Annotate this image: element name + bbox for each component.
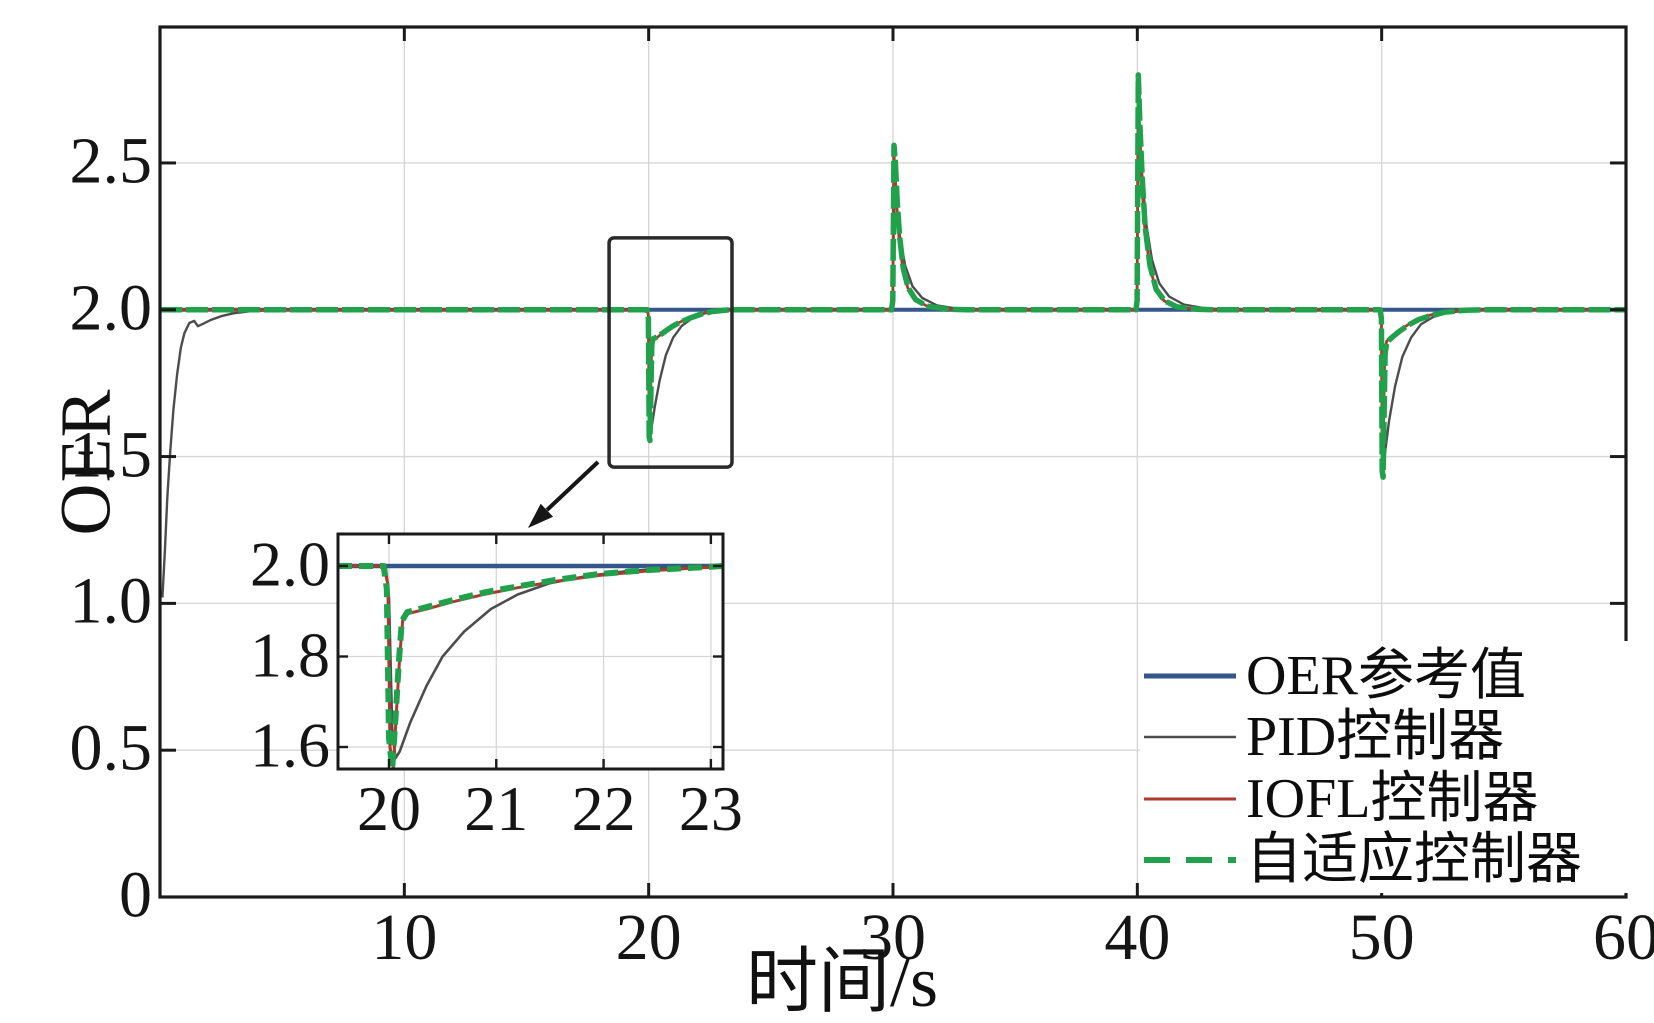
main-ytick-label-1.5: 1.5	[69, 418, 153, 492]
zoom-arrow-head-icon	[528, 503, 554, 528]
main-ytick-label-0.5: 0.5	[69, 711, 153, 785]
inset-series-group	[338, 563, 723, 769]
main-xtick-label-40: 40	[1104, 901, 1171, 974]
legend-label-oer-reference: OER参考值	[1246, 645, 1526, 707]
legend-swatch-oer-reference-line-icon	[1144, 673, 1236, 679]
inset-ytick-label-2.0: 2.0	[250, 528, 330, 600]
legend-label-pid: PID控制器	[1246, 706, 1505, 769]
x-axis-label: 时间/s	[745, 942, 939, 1022]
legend-label-iofl: IOFL控制器	[1246, 767, 1539, 830]
main-xtick-label-10: 10	[371, 901, 438, 974]
inset-xtick-label-22: 22	[571, 773, 636, 844]
inset-ytick-label-1.8: 1.8	[250, 619, 330, 691]
main-xtick-label-20: 20	[615, 901, 682, 974]
zoom-arrow-line	[545, 460, 600, 512]
inset-series-adaptive	[338, 563, 723, 769]
legend-label-adaptive: 自适应控制器	[1246, 828, 1582, 891]
inset-xtick-label-23: 23	[678, 773, 743, 844]
main-ytick-label-2.5: 2.5	[69, 124, 153, 198]
main-ytick-label-1.0: 1.0	[69, 565, 153, 639]
legend-item-adaptive: 自适应控制器	[1140, 831, 1650, 889]
legend-swatch-iofl-line-icon	[1144, 797, 1236, 801]
main-series-group	[160, 72, 1626, 598]
legend-swatch-pid-line-icon	[1144, 736, 1236, 739]
main-ytick-label-2.0: 2.0	[69, 271, 153, 345]
legend-item-pid: PID控制器	[1140, 708, 1650, 766]
inset-xtick-label-20: 20	[356, 773, 421, 844]
legend: OER参考值 PID控制器 IOFL控制器 自适应控制器	[1140, 641, 1650, 893]
inset-axes-border	[336, 532, 725, 771]
zoom-region-rectangle	[607, 236, 734, 469]
inset-xtick-label-21: 21	[464, 773, 529, 844]
main-xtick-label-30: 30	[860, 901, 926, 974]
legend-item-oer-reference: OER参考值	[1140, 647, 1650, 705]
legend-swatch-adaptive-line-icon	[1144, 856, 1236, 863]
main-xtick-label-50: 50	[1348, 901, 1415, 974]
legend-item-iofl: IOFL控制器	[1140, 770, 1650, 828]
main-ytick-label-0: 0	[119, 858, 152, 932]
main-xtick-label-60: 60	[1593, 901, 1654, 974]
main-series-adaptive	[160, 72, 1626, 480]
inset-ytick-label-1.6: 1.6	[250, 709, 330, 781]
